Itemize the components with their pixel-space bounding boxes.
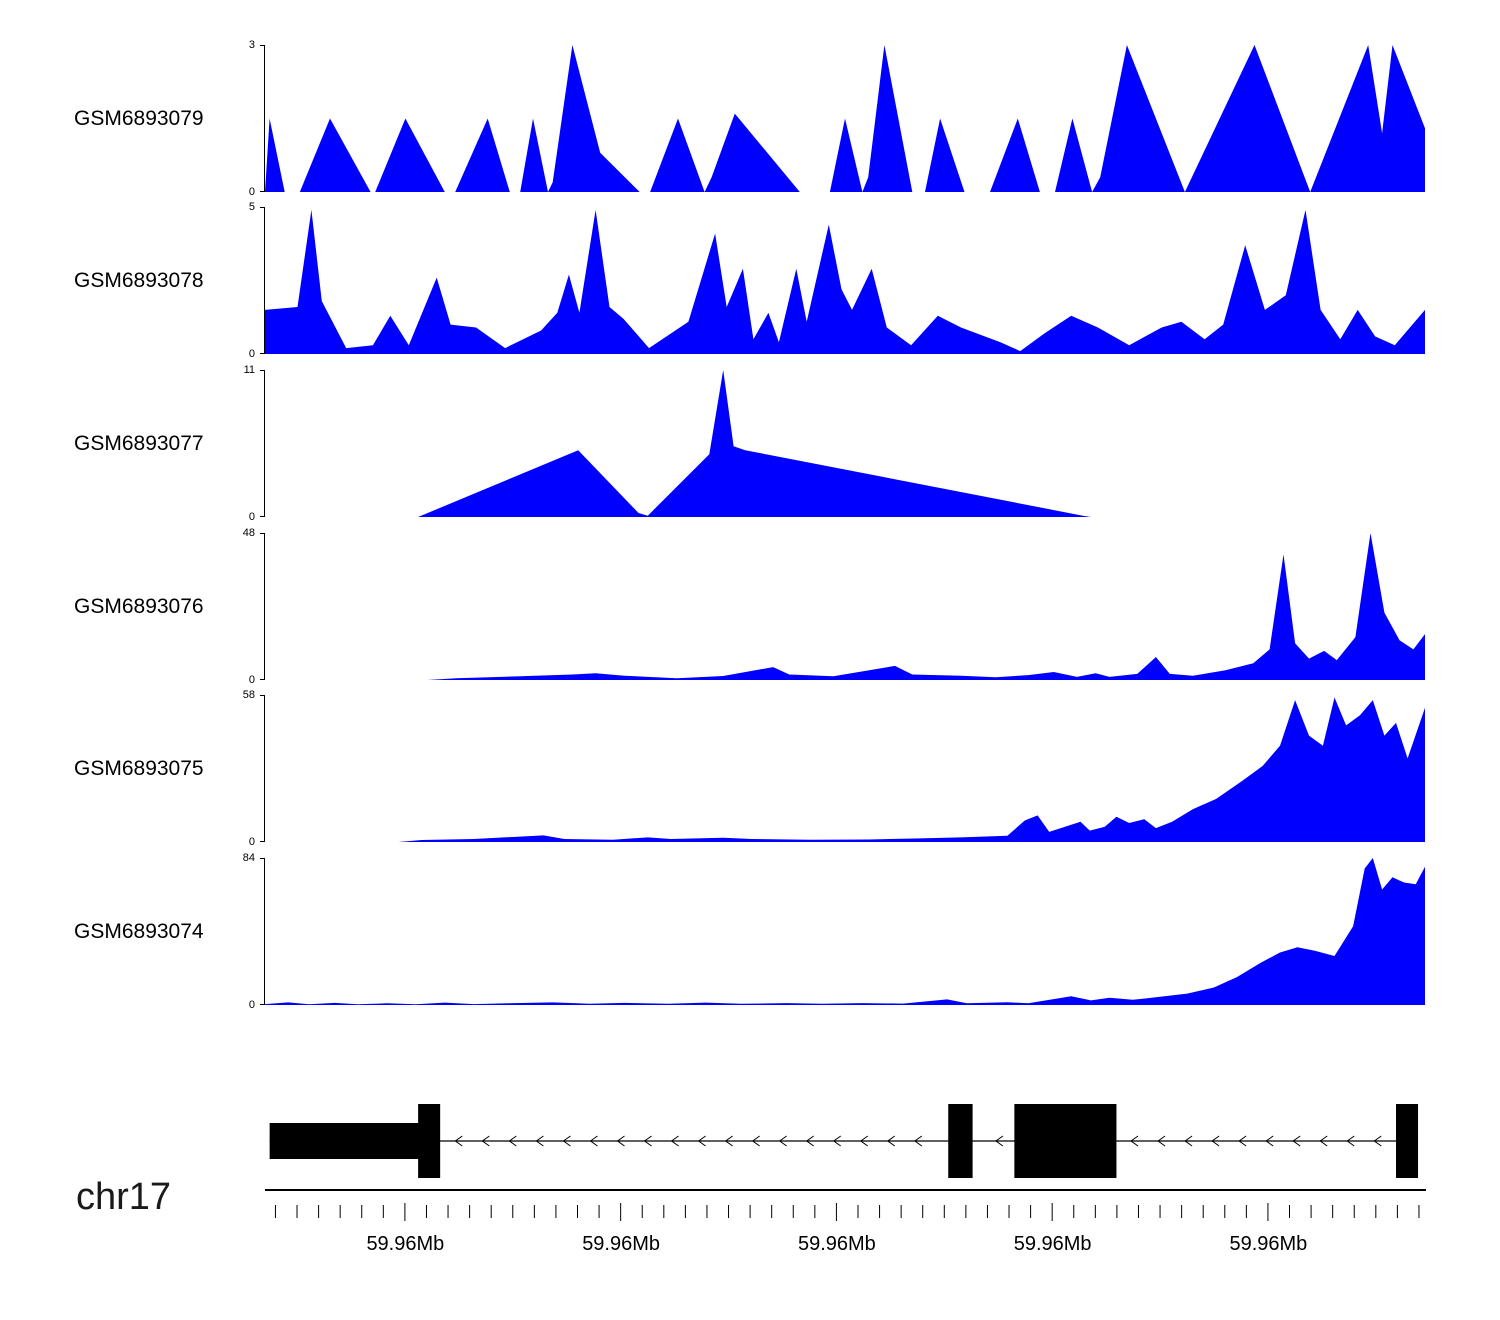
track-yaxis-line xyxy=(260,207,265,354)
axis-coordinate-label: 59.96Mb xyxy=(1013,1233,1092,1255)
track-yaxis-min-label: 0 xyxy=(248,836,255,848)
coverage-area-chart xyxy=(265,370,1425,517)
track-yaxis-line xyxy=(260,45,265,192)
track-yaxis-line xyxy=(260,858,265,1005)
gene-model-track xyxy=(265,1098,1425,1183)
track-yaxis-max-label: 48 xyxy=(242,527,255,539)
coverage-area-chart xyxy=(265,697,1425,842)
strand-arrow-icon xyxy=(1211,1135,1220,1147)
strand-arrow-icon xyxy=(616,1135,625,1147)
strand-arrow-icon xyxy=(508,1135,517,1147)
strand-arrow-icon xyxy=(562,1135,571,1147)
track-label: GSM6893077 xyxy=(74,431,204,455)
gene-model xyxy=(269,1104,1419,1178)
coverage-area xyxy=(265,697,1425,842)
strand-arrow-icon xyxy=(481,1135,490,1147)
exon-cds xyxy=(418,1104,441,1178)
track-yaxis-max-label: 3 xyxy=(248,39,255,51)
track-yaxis-max-label: 11 xyxy=(243,364,255,376)
track-yaxis-min-label: 0 xyxy=(248,186,255,198)
strand-arrow-icon xyxy=(1373,1135,1382,1147)
coverage-track: GSM6893074 84 0 xyxy=(0,852,1500,1011)
strand-arrow-icon xyxy=(859,1135,869,1147)
track-yaxis-min-label: 0 xyxy=(248,348,255,360)
exon-utr xyxy=(269,1123,421,1159)
strand-arrow-icon xyxy=(886,1135,896,1147)
strand-arrow-icon xyxy=(589,1135,598,1147)
strand-arrow-icon xyxy=(535,1135,544,1147)
strand-arrow-icon xyxy=(697,1135,706,1147)
strand-arrow-icon xyxy=(751,1135,760,1147)
axis-coordinate-label: 59.96Mb xyxy=(1229,1233,1308,1255)
strand-arrow-icon xyxy=(1157,1135,1166,1147)
track-yaxis-max-label: 84 xyxy=(242,852,255,864)
strand-arrow-icon xyxy=(454,1135,463,1147)
coverage-track: GSM6893075 58 0 xyxy=(0,689,1500,848)
coverage-track: GSM6893077 11 0 xyxy=(0,364,1500,523)
coverage-area-chart xyxy=(265,45,1425,192)
coverage-area xyxy=(265,45,1425,192)
track-label: GSM6893078 xyxy=(74,268,204,292)
genome-axis-ruler xyxy=(265,1189,1426,1221)
exon-cds xyxy=(1014,1104,1117,1178)
strand-arrow-icon xyxy=(805,1135,814,1147)
exon-cds xyxy=(948,1104,973,1178)
track-yaxis-min-label: 0 xyxy=(248,999,255,1011)
strand-arrow-icon xyxy=(778,1135,787,1147)
coverage-track: GSM6893079 3 0 xyxy=(0,39,1500,198)
coverage-area xyxy=(265,858,1425,1005)
coverage-area-chart xyxy=(265,209,1425,354)
track-yaxis-line xyxy=(260,370,265,517)
track-yaxis-max-label: 58 xyxy=(242,689,255,701)
strand-arrow-icon xyxy=(670,1135,679,1147)
strand-arrow-icon xyxy=(1184,1135,1193,1147)
coverage-area-chart xyxy=(265,533,1425,680)
strand-arrow-icon xyxy=(1265,1135,1274,1147)
strand-arrow-icon xyxy=(643,1135,652,1147)
track-yaxis-max-label: 5 xyxy=(248,201,255,213)
strand-arrow-icon xyxy=(1319,1135,1328,1147)
strand-arrow-icon xyxy=(724,1135,733,1147)
strand-arrow-icon xyxy=(1292,1135,1301,1147)
coverage-track: GSM6893078 5 0 xyxy=(0,201,1500,360)
track-label: GSM6893076 xyxy=(74,594,204,618)
strand-arrow-icon xyxy=(913,1135,923,1147)
strand-arrow-icon xyxy=(995,1135,1004,1147)
exon-cds xyxy=(1396,1104,1419,1178)
coverage-area-chart xyxy=(265,858,1425,1005)
track-yaxis-min-label: 0 xyxy=(248,674,255,686)
track-label: GSM6893075 xyxy=(74,756,204,780)
strand-arrow-icon xyxy=(832,1135,842,1147)
track-yaxis-line xyxy=(260,533,265,680)
track-yaxis-line xyxy=(260,695,265,842)
coverage-area xyxy=(265,533,1425,680)
genome-axis-track: 59.96Mb 59.96Mb 59.96Mb 59.96Mb 59.96Mb xyxy=(0,1185,1500,1295)
track-yaxis-min-label: 0 xyxy=(248,511,255,523)
coverage-area xyxy=(265,209,1425,354)
coverage-track: GSM6893076 48 0 xyxy=(0,527,1500,686)
strand-arrow-icon xyxy=(1130,1135,1139,1147)
track-label: GSM6893074 xyxy=(74,919,204,943)
axis-coordinate-label: 59.96Mb xyxy=(366,1233,445,1255)
axis-coordinate-label: 59.96Mb xyxy=(797,1233,876,1255)
coverage-area xyxy=(265,370,1425,517)
strand-arrow-icon xyxy=(1238,1135,1247,1147)
track-label: GSM6893079 xyxy=(74,106,204,130)
chromosome-label: chr17 xyxy=(76,1176,172,1218)
strand-arrow-icon xyxy=(1346,1135,1355,1147)
axis-coordinate-label: 59.96Mb xyxy=(582,1233,661,1255)
